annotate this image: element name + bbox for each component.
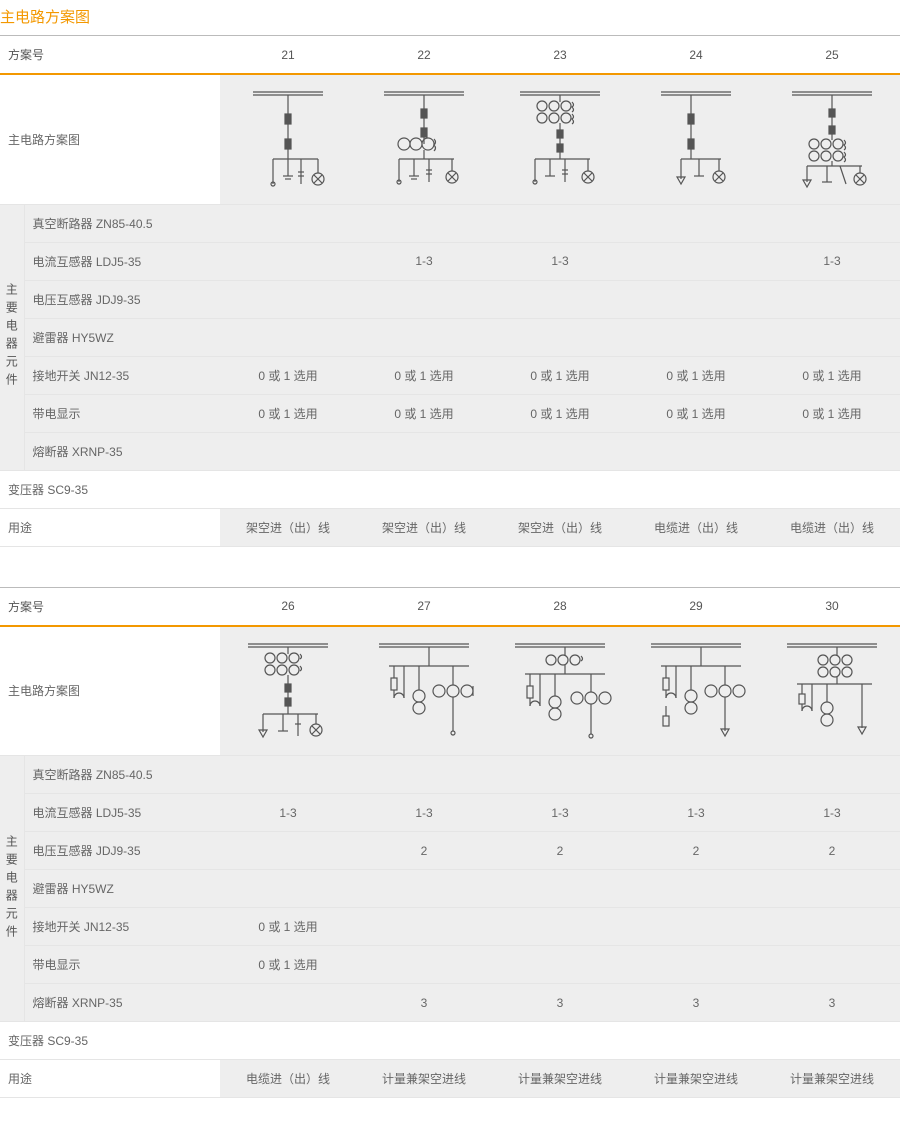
table-row: 接地开关 JN12-35 0 或 1 选用	[0, 908, 900, 946]
table-row: 用途 架空进（出）线架空进（出）线架空进（出）线电缆进（出）线电缆进（出）线	[0, 508, 900, 546]
table-row: 避雷器 HY5WZ	[0, 318, 900, 356]
component-label: 电流互感器 LDJ5-35	[24, 794, 220, 832]
table-row: 熔断器 XRNP-35	[0, 432, 900, 470]
diagram-25	[764, 74, 900, 204]
diagram-row: 主电路方案图	[0, 74, 900, 204]
component-label: 真空断路器 ZN85-40.5	[24, 204, 220, 242]
table-row: 避雷器 HY5WZ	[0, 870, 900, 908]
diagram-23	[492, 74, 628, 204]
col-25: 25	[764, 36, 900, 75]
col-24: 24	[628, 36, 764, 75]
component-label: 熔断器 XRNP-35	[24, 432, 220, 470]
scheme-no-header: 方案号	[0, 587, 220, 626]
side-label: 主要电器元件	[0, 204, 24, 470]
diagram-row-label: 主电路方案图	[0, 626, 220, 756]
col-23: 23	[492, 36, 628, 75]
table-row: 电流互感器 LDJ5-35 1-31-31-31-31-3	[0, 794, 900, 832]
table-row: 熔断器 XRNP-35 3333	[0, 984, 900, 1022]
transformer-label: 变压器 SC9-35	[0, 470, 220, 508]
table-row: 电压互感器 JDJ9-35	[0, 280, 900, 318]
table-row: 带电显示 0 或 1 选用	[0, 946, 900, 984]
col-30: 30	[764, 587, 900, 626]
diagram-27	[356, 626, 492, 756]
transformer-label: 变压器 SC9-35	[0, 1022, 220, 1060]
diagram-30	[764, 626, 900, 756]
scheme-table-1: 方案号 21 22 23 24 25 主电路方案图	[0, 35, 900, 547]
diagram-row-label: 主电路方案图	[0, 74, 220, 204]
side-label: 主要电器元件	[0, 756, 24, 1022]
col-29: 29	[628, 587, 764, 626]
component-label: 电流互感器 LDJ5-35	[24, 242, 220, 280]
diagram-21	[220, 74, 356, 204]
header-row: 方案号 26 27 28 29 30	[0, 587, 900, 626]
component-label: 避雷器 HY5WZ	[24, 318, 220, 356]
table-row: 主要电器元件 真空断路器 ZN85-40.5	[0, 204, 900, 242]
header-row: 方案号 21 22 23 24 25	[0, 36, 900, 75]
page-title: 主电路方案图	[0, 0, 900, 35]
col-21: 21	[220, 36, 356, 75]
table-row: 变压器 SC9-35	[0, 1022, 900, 1060]
col-27: 27	[356, 587, 492, 626]
scheme-table-2: 方案号 26 27 28 29 30 主电路方案图	[0, 587, 900, 1099]
col-22: 22	[356, 36, 492, 75]
component-label: 电压互感器 JDJ9-35	[24, 832, 220, 870]
diagram-28	[492, 626, 628, 756]
component-label: 带电显示	[24, 394, 220, 432]
diagram-26	[220, 626, 356, 756]
scheme-no-header: 方案号	[0, 36, 220, 75]
component-label: 真空断路器 ZN85-40.5	[24, 756, 220, 794]
table-row: 接地开关 JN12-35 0 或 1 选用0 或 1 选用0 或 1 选用0 或…	[0, 356, 900, 394]
component-label: 接地开关 JN12-35	[24, 908, 220, 946]
component-label: 熔断器 XRNP-35	[24, 984, 220, 1022]
col-28: 28	[492, 587, 628, 626]
table-row: 电压互感器 JDJ9-35 2222	[0, 832, 900, 870]
table-row: 带电显示 0 或 1 选用0 或 1 选用0 或 1 选用0 或 1 选用0 或…	[0, 394, 900, 432]
col-26: 26	[220, 587, 356, 626]
diagram-24	[628, 74, 764, 204]
diagram-29	[628, 626, 764, 756]
table-row: 主要电器元件 真空断路器 ZN85-40.5	[0, 756, 900, 794]
usage-label: 用途	[0, 508, 220, 546]
component-label: 带电显示	[24, 946, 220, 984]
diagram-22	[356, 74, 492, 204]
diagram-row: 主电路方案图	[0, 626, 900, 756]
component-label: 电压互感器 JDJ9-35	[24, 280, 220, 318]
component-label: 接地开关 JN12-35	[24, 356, 220, 394]
component-label: 避雷器 HY5WZ	[24, 870, 220, 908]
table-row: 电流互感器 LDJ5-35 1-31-31-3	[0, 242, 900, 280]
table-row: 变压器 SC9-35	[0, 470, 900, 508]
